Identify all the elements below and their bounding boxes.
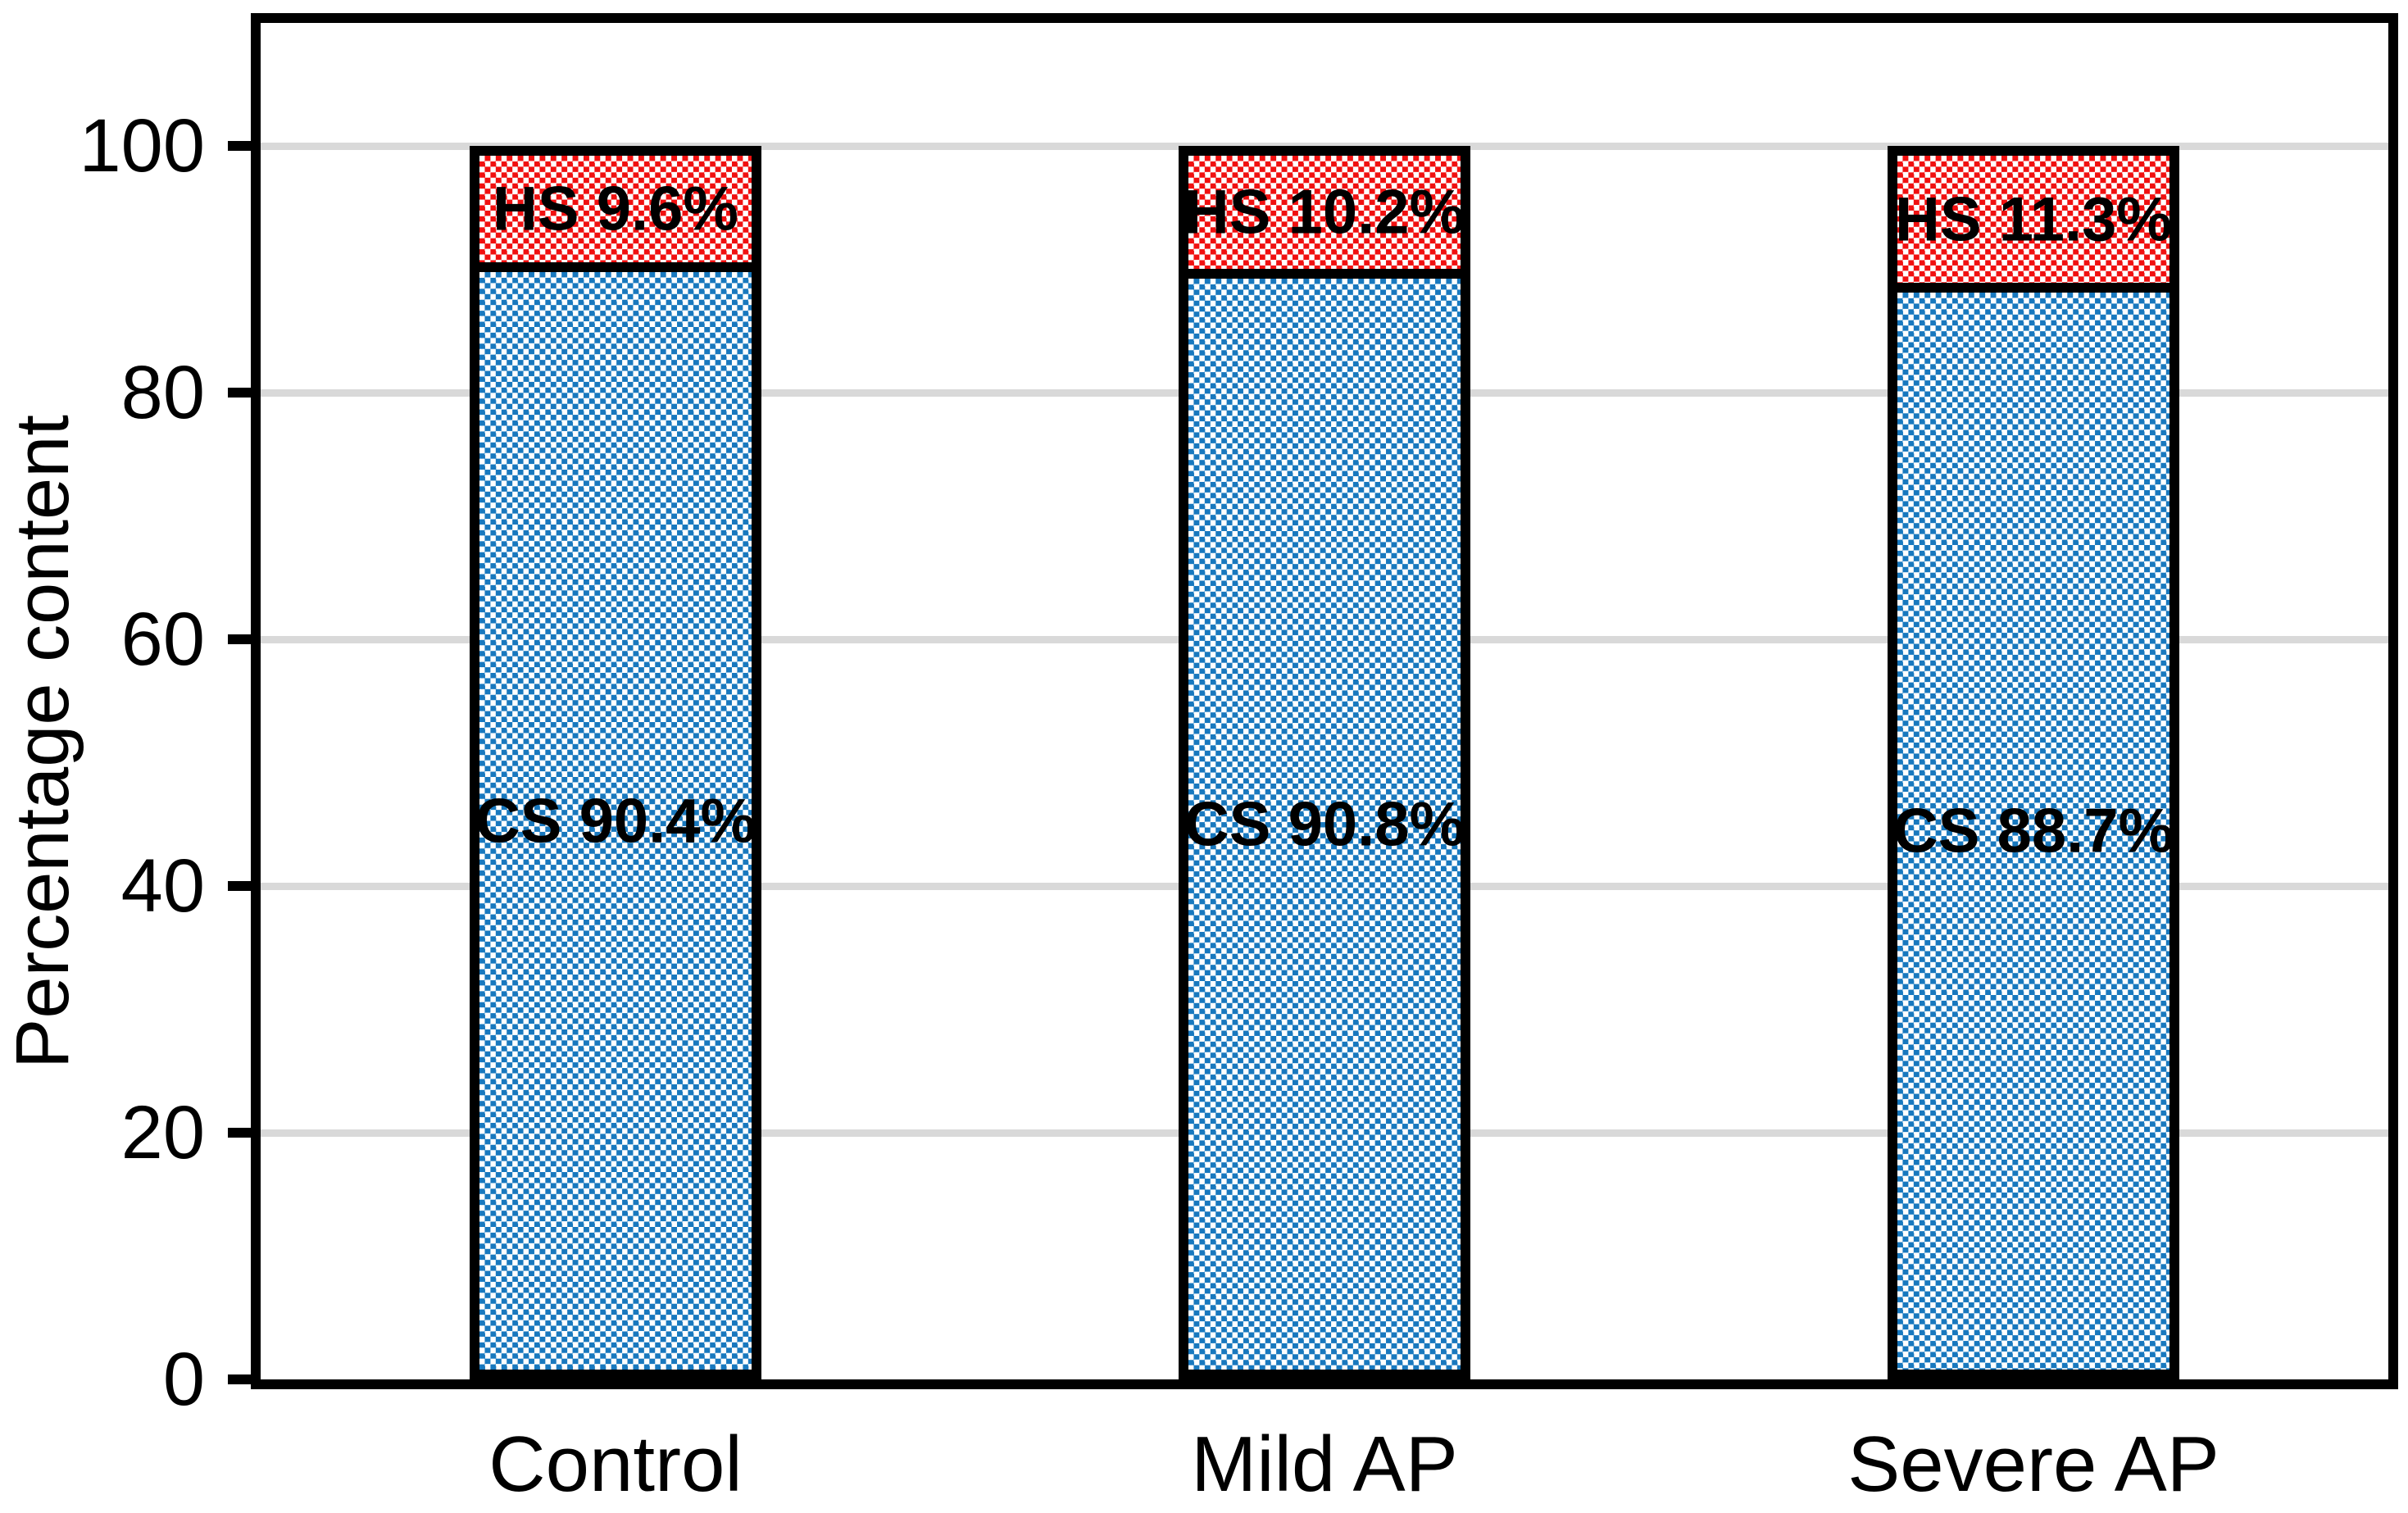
y-tick-mark-40 (228, 881, 251, 891)
y-tick-label-40: 40 (120, 844, 205, 928)
y-tick-mark-0 (228, 1374, 251, 1384)
y-tick-mark-60 (228, 634, 251, 644)
bar-severe-ap: HS 11.3% CS 88.7% (1888, 146, 2179, 1379)
data-label-hs-severe-ap: HS 11.3% (1895, 184, 2172, 255)
data-label-cs-control: CS 90.4% (475, 786, 756, 856)
x-category-label-mild-ap: Mild AP (1191, 1420, 1458, 1508)
y-tick-mark-100 (228, 141, 251, 151)
data-label-hs-mild-ap: HS 10.2% (1184, 177, 1465, 248)
segment-hs-mild-ap (1188, 156, 1461, 279)
y-tick-mark-20 (228, 1128, 251, 1138)
bar-control: HS 9.6% CS 90.4% (470, 146, 761, 1379)
data-label-cs-mild-ap: CS 90.8% (1184, 789, 1465, 860)
x-category-label-control: Control (488, 1420, 743, 1508)
x-category-label-severe-ap: Severe AP (1847, 1420, 2219, 1508)
y-tick-label-60: 60 (120, 597, 205, 681)
segment-hs-severe-ap (1897, 156, 2169, 293)
segment-cs-severe-ap (1897, 293, 2169, 1370)
y-tick-mark-80 (228, 388, 251, 398)
data-label-cs-severe-ap: CS 88.7% (1892, 796, 2174, 866)
segment-hs-control (479, 156, 752, 272)
y-tick-label-0: 0 (162, 1338, 205, 1421)
y-tick-label-100: 100 (79, 104, 206, 188)
segment-cs-mild-ap (1188, 279, 1461, 1370)
data-label-hs-control: HS 9.6% (493, 174, 738, 244)
bar-mild-ap: HS 10.2% CS 90.8% (1179, 146, 1470, 1379)
y-tick-label-20: 20 (120, 1091, 205, 1175)
segment-cs-control (479, 272, 752, 1370)
y-tick-label-80: 80 (120, 351, 205, 434)
y-axis-title: Percentage content (1, 415, 84, 1069)
